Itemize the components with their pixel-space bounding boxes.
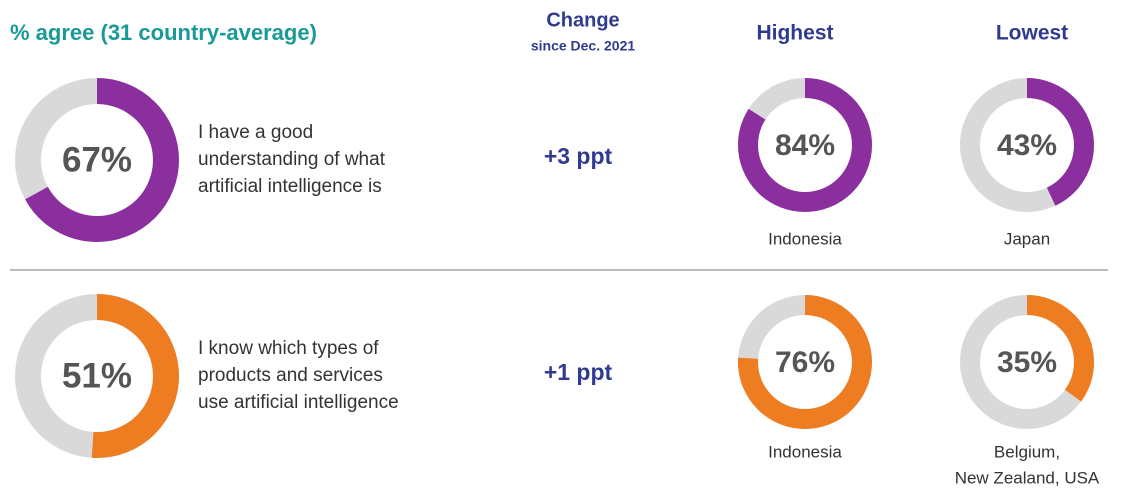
donut-label: 84%: [775, 129, 835, 162]
country: New Zealand, USA: [955, 468, 1100, 487]
highest-header: Highest: [756, 22, 833, 45]
donut-segment: [960, 295, 1094, 429]
donut-label: 43%: [997, 129, 1057, 162]
donut-label: 76%: [775, 346, 835, 379]
country: Indonesia: [768, 229, 842, 248]
donut-label: 35%: [997, 346, 1057, 379]
country: Indonesia: [768, 442, 842, 461]
statement-line: products and services: [198, 365, 383, 386]
donut-segment: [15, 78, 179, 242]
donut-segment: [960, 78, 1094, 212]
donut-label: 67%: [62, 140, 132, 179]
change-value: +3 ppt: [544, 143, 613, 169]
statement-line: I know which types of: [198, 338, 379, 359]
title: % agree (31 country-average): [10, 20, 317, 45]
statement-line: I have a good: [198, 122, 313, 143]
donut-segment: [738, 78, 872, 212]
country: Belgium,: [994, 442, 1060, 461]
statement-line: use artificial intelligence: [198, 392, 399, 413]
donut-label: 51%: [62, 356, 132, 395]
lowest-header: Lowest: [996, 22, 1068, 45]
country: Japan: [1004, 229, 1050, 248]
donut-segment: [738, 295, 872, 429]
change-value: +1 ppt: [544, 359, 613, 385]
statement-line: understanding of what: [198, 149, 386, 170]
statement-line: artificial intelligence is: [198, 176, 382, 197]
donut-segment: [15, 294, 179, 458]
change-header: Change: [546, 9, 619, 31]
change-subheader: since Dec. 2021: [531, 38, 636, 54]
